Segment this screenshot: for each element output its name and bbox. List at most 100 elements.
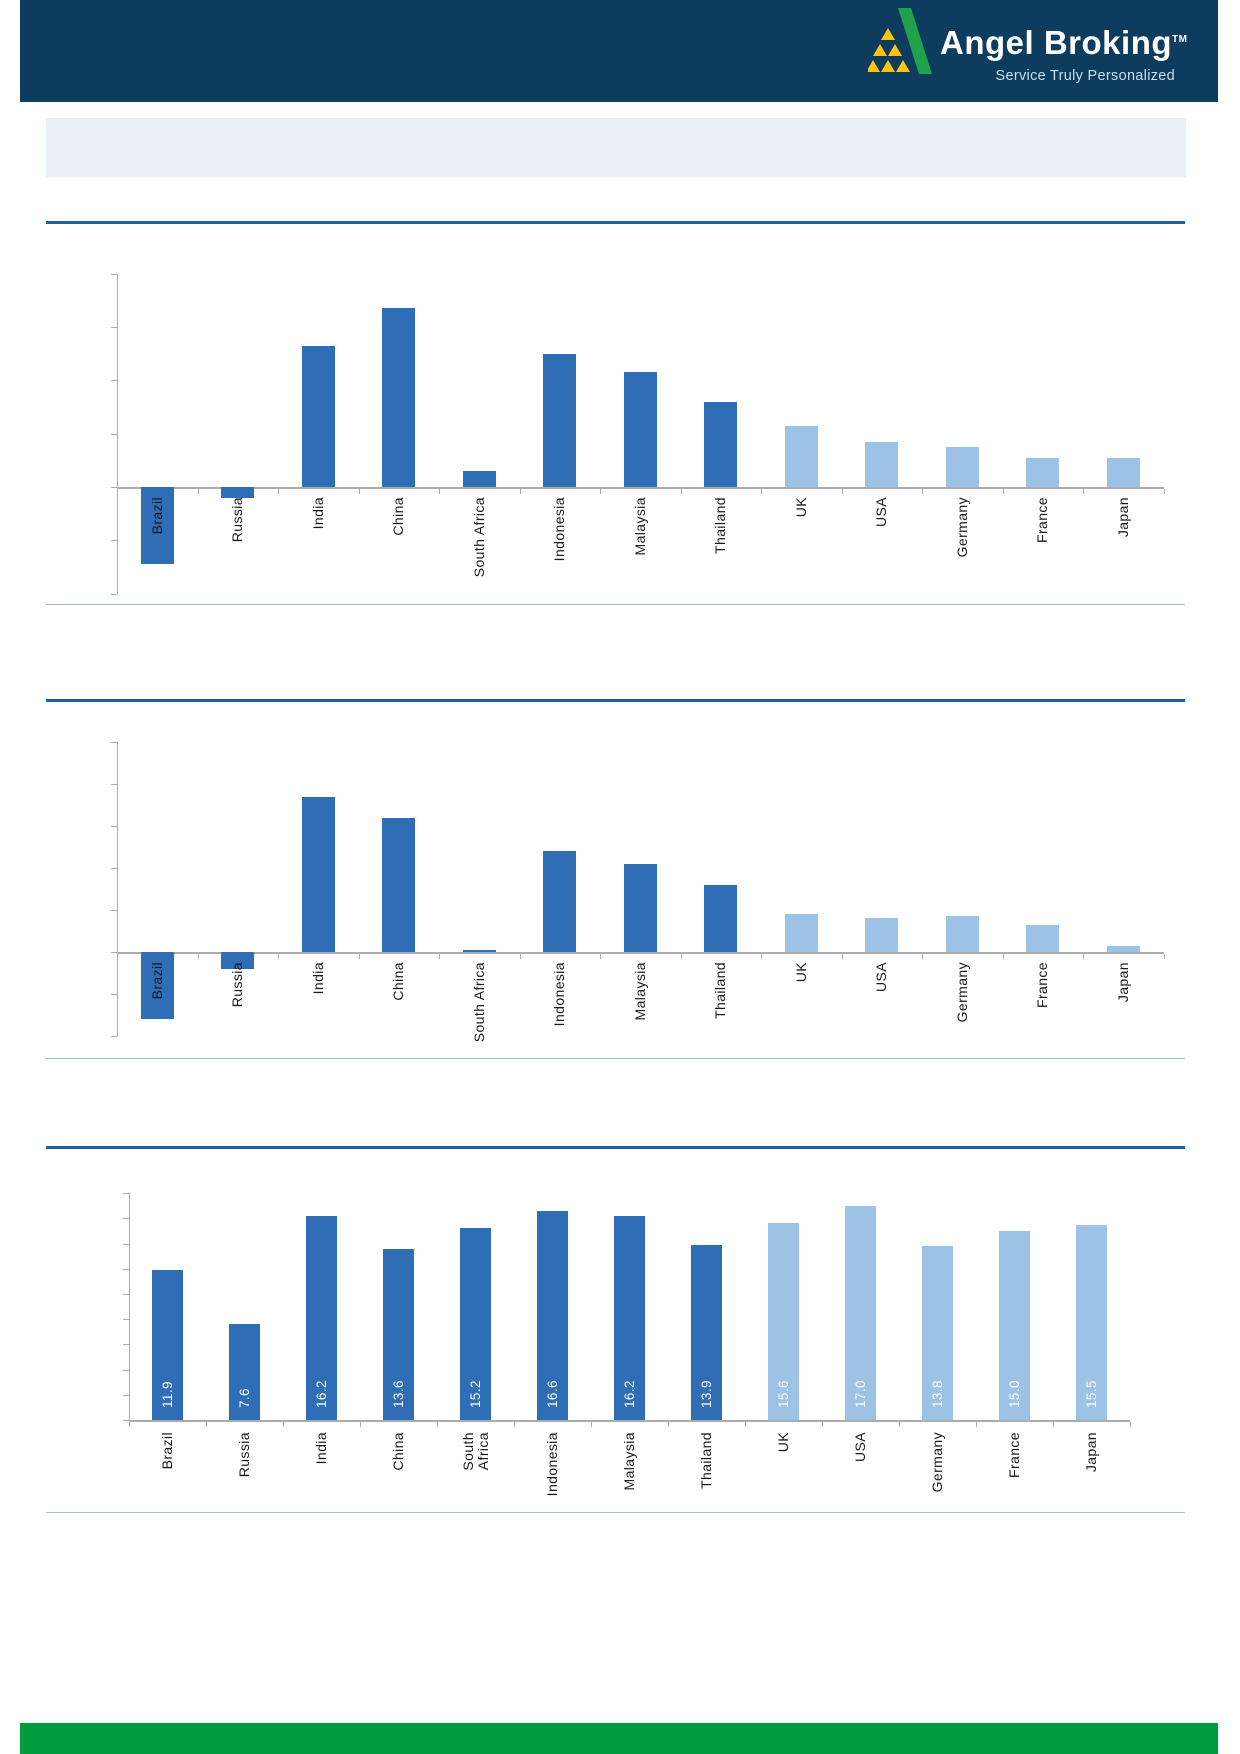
bar-China [382,817,416,952]
x-label-Russia: Russia [229,497,246,543]
x-axis-tick [278,954,279,959]
bar-South Africa [462,471,496,487]
bar-Brazil [152,1270,183,1420]
y-axis-tick [111,952,117,953]
x-label-India: India [309,962,326,995]
logo-green-band [898,8,932,74]
x-axis-tick [841,954,843,959]
y-axis-tick [123,1319,129,1321]
x-label-South Africa: South Africa [459,1432,491,1471]
y-axis-tick [111,433,117,435]
x-label-Germany: Germany [953,962,970,1023]
x-label-Germany: Germany [929,1432,945,1493]
x-axis-tick [117,954,118,959]
x-label-UK: UK [792,962,809,983]
value-label-India: 16.2 [314,1380,329,1408]
y-axis-tick [111,380,117,382]
bar-France [1026,457,1060,487]
x-label-Japan: Japan [1114,962,1131,1003]
bar-Indonesia [543,851,577,952]
x-label-China: China [390,962,407,1001]
bar-India [301,345,335,487]
y-axis-tick [123,1394,129,1396]
x-label-India: India [309,497,326,530]
value-label-Brazil: 11.9 [160,1381,175,1408]
y-axis-tick [123,1294,129,1295]
x-axis-tick [1083,954,1084,959]
x-label-Brazil: Brazil [159,1432,175,1470]
x-label-China: China [390,497,407,536]
y-axis-tick [111,487,117,488]
y-axis-tick [111,540,117,542]
bar-South Africa [462,949,496,952]
section-2-rule [46,699,1185,702]
x-label-France: France [1034,497,1051,543]
bar-Japan [1106,457,1140,487]
y-axis [117,742,118,1036]
x-label-Brazil: Brazil [148,497,165,535]
x-axis-tick [822,1422,823,1427]
y-axis-tick [111,784,117,785]
x-axis-tick [1163,489,1165,494]
x-label-Japan: Japan [1114,497,1131,538]
x-label-China: China [390,1432,406,1471]
x-axis-tick [129,1422,130,1427]
section-1-divider [46,604,1185,605]
y-axis-tick [123,1268,129,1270]
bar-France [1026,924,1060,952]
x-label-India: India [313,1432,329,1465]
bar-Thailand [691,1244,722,1420]
x-label-South Africa: South Africa [470,962,487,1043]
x-label-Thailand: Thailand [712,962,729,1019]
x-axis-tick [439,489,440,494]
x-axis-tick [197,489,199,494]
bar-South Africa [460,1228,491,1420]
bar-Thailand [704,884,738,952]
x-axis-tick [899,1422,900,1427]
x-axis-tick [1083,489,1084,494]
value-label-Japan: 15.5 [1084,1380,1099,1408]
value-label-Russia: 7.6 [237,1388,252,1408]
x-label-Thailand: Thailand [698,1432,714,1489]
y-axis-tick [111,868,117,869]
x-axis [129,1420,1130,1422]
x-label-Indonesia: Indonesia [551,497,568,562]
x-axis-tick [600,954,601,959]
bar-Russia [229,1324,260,1420]
bar-Germany [945,916,979,952]
bar-Russia [221,952,255,969]
x-label-Thailand: Thailand [712,497,729,554]
value-label-UK: 15.6 [776,1380,791,1408]
x-label-UK: UK [775,1432,791,1453]
x-axis-tick [922,954,923,959]
bar-Malaysia [623,863,657,952]
x-label-Russia: Russia [229,962,246,1008]
x-axis-tick [1002,489,1004,494]
bar-UK [784,425,818,487]
x-axis-tick [1163,954,1165,959]
section-1-rule [46,221,1185,224]
bar-Brazil [140,487,174,565]
y-axis-tick [111,273,117,275]
x-axis-tick [680,489,682,494]
x-axis-tick [206,1422,207,1427]
x-axis-tick [117,489,118,494]
x-axis-tick [437,1422,438,1427]
x-axis-tick [283,1422,284,1427]
y-axis [129,1193,130,1420]
y-axis-tick [123,1369,129,1371]
bar-Malaysia [614,1215,645,1420]
bar-UK [768,1223,799,1420]
y-axis-tick [111,593,117,595]
bar-Thailand [704,401,738,487]
x-axis-tick [922,489,923,494]
trademark-mark: TM [1172,34,1188,45]
x-label-USA: USA [873,497,890,527]
x-axis-tick [514,1422,515,1427]
x-label-USA: USA [873,962,890,992]
x-label-Indonesia: Indonesia [551,962,568,1027]
y-axis-tick [111,994,117,995]
x-label-France: France [1034,962,1051,1008]
section-3-rule [46,1146,1185,1149]
